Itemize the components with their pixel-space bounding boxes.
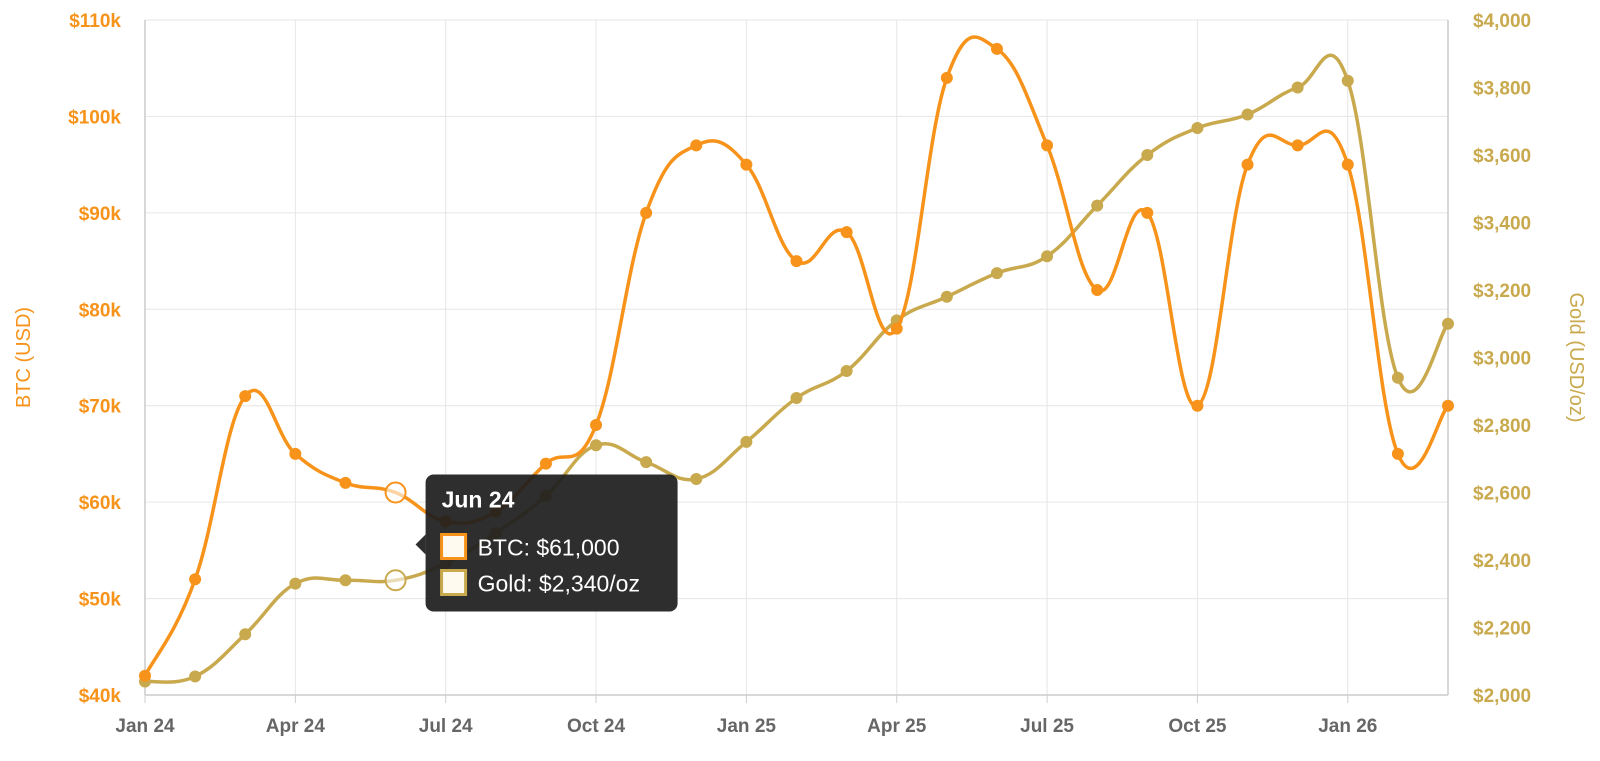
- y-right-axis-title: Gold (USD/oz): [1565, 292, 1587, 422]
- grid-layer: [144, 19, 1448, 696]
- btc-data-point[interactable]: [690, 139, 703, 152]
- btc-data-point[interactable]: [1442, 399, 1454, 412]
- btc-data-point[interactable]: [189, 573, 202, 586]
- y-right-tick-label: $3,600: [1473, 146, 1531, 167]
- gold-data-point[interactable]: [1191, 122, 1204, 134]
- btc-hover-marker[interactable]: [384, 481, 407, 504]
- btc-data-point[interactable]: [239, 390, 252, 403]
- gold-data-point[interactable]: [840, 365, 853, 377]
- btc-data-point[interactable]: [1241, 158, 1254, 171]
- btc-data-point[interactable]: [1141, 206, 1154, 219]
- btc-data-point[interactable]: [1341, 158, 1354, 171]
- tooltip: Jun 24 BTC: $61,000 Gold: $2,340/oz: [415, 474, 678, 612]
- gold-data-point[interactable]: [239, 628, 252, 641]
- btc-data-point[interactable]: [840, 226, 853, 239]
- x-tick-label: Jul 24: [419, 716, 473, 737]
- series-layer: [139, 35, 1454, 688]
- btc-data-point[interactable]: [590, 419, 603, 431]
- y-left-axis-title: BTC (USD): [13, 307, 35, 408]
- y-left-tick-label: $50k: [79, 590, 122, 611]
- btc-data-point[interactable]: [139, 669, 151, 682]
- gold-data-point[interactable]: [590, 439, 603, 452]
- tooltip-gold-value: Gold: $2,340/oz: [478, 571, 640, 597]
- btc-data-point[interactable]: [740, 158, 753, 171]
- gold-data-point[interactable]: [289, 577, 302, 590]
- gold-data-point[interactable]: [790, 392, 803, 404]
- btc-data-point[interactable]: [940, 71, 953, 84]
- y-left-tick-label: $40k: [79, 686, 122, 707]
- gold-data-point[interactable]: [339, 574, 352, 587]
- y-right-tick-label: $2,800: [1473, 416, 1531, 437]
- btc-data-point[interactable]: [1091, 284, 1104, 296]
- y-right-tick-label: $2,000: [1473, 686, 1531, 707]
- y-left-tick-label: $60k: [79, 493, 122, 514]
- gold-data-point[interactable]: [1291, 81, 1304, 94]
- gold-data-point[interactable]: [1391, 371, 1404, 384]
- gold-data-point[interactable]: [740, 435, 753, 448]
- y-right-tick-label: $3,400: [1473, 214, 1531, 235]
- btc-data-point[interactable]: [1291, 139, 1304, 152]
- btc-data-point[interactable]: [1191, 399, 1204, 412]
- gold-data-point[interactable]: [1442, 317, 1454, 330]
- x-tick-label: Apr 24: [266, 716, 326, 737]
- gold-data-point[interactable]: [1041, 250, 1054, 263]
- btc-data-point[interactable]: [289, 447, 302, 460]
- gold-swatch: [440, 569, 468, 596]
- btc-data-point[interactable]: [1391, 447, 1404, 460]
- gold-hover-marker[interactable]: [384, 569, 407, 592]
- axes-layer: Jan 24 Apr 24 Jul 24 Oct 24 Jan 25 Apr 25 Jul …: [13, 11, 1587, 737]
- btc-data-point[interactable]: [790, 255, 803, 268]
- btc-swatch: [440, 533, 468, 560]
- tooltip-btc-value: BTC: $61,000: [478, 535, 620, 561]
- tooltip-caret: [415, 534, 426, 555]
- btc-data-point[interactable]: [539, 457, 552, 470]
- x-tick-label: Jan 24: [115, 716, 175, 737]
- y-right-tick-label: $2,400: [1473, 551, 1531, 572]
- btc-data-point[interactable]: [990, 42, 1003, 55]
- y-left-tick-label: $100k: [68, 107, 121, 128]
- y-right-tick-label: $4,000: [1473, 11, 1531, 32]
- y-right-tick-label: $3,800: [1473, 79, 1531, 100]
- y-left-tick-label: $70k: [79, 397, 122, 418]
- y-left-tick-label: $80k: [79, 300, 122, 321]
- y-right-tick-label: $3,000: [1473, 349, 1531, 370]
- btc-data-point[interactable]: [890, 322, 903, 335]
- gold-data-point[interactable]: [690, 473, 703, 485]
- gold-data-point[interactable]: [640, 456, 653, 469]
- y-left-tick-label: $90k: [79, 204, 122, 225]
- gold-data-point[interactable]: [990, 267, 1003, 280]
- gold-data-point[interactable]: [189, 670, 202, 683]
- x-tick-label: Jul 25: [1020, 716, 1074, 737]
- gold-data-point[interactable]: [1141, 149, 1154, 161]
- gold-data-point[interactable]: [1091, 199, 1104, 212]
- x-tick-label: Oct 25: [1168, 716, 1227, 737]
- x-tick-label: Apr 25: [867, 716, 927, 737]
- y-right-tick-label: $2,600: [1473, 484, 1531, 505]
- tooltip-title: Jun 24: [442, 487, 515, 513]
- x-tick-label: Jan 26: [1318, 716, 1377, 737]
- gold-data-point[interactable]: [1241, 108, 1254, 121]
- btc-data-point[interactable]: [640, 206, 653, 219]
- gold-data-point[interactable]: [940, 290, 953, 303]
- btc-data-point[interactable]: [1041, 139, 1054, 152]
- btc-data-point[interactable]: [339, 476, 352, 489]
- y-right-tick-label: $2,200: [1473, 619, 1531, 640]
- x-tick-label: Oct 24: [567, 716, 626, 737]
- tooltip-box: [425, 474, 678, 612]
- gold-data-point[interactable]: [1341, 74, 1354, 87]
- y-left-tick-label: $110k: [69, 11, 121, 32]
- y-right-tick-label: $3,200: [1473, 281, 1531, 302]
- x-tick-label: Jan 25: [717, 716, 777, 737]
